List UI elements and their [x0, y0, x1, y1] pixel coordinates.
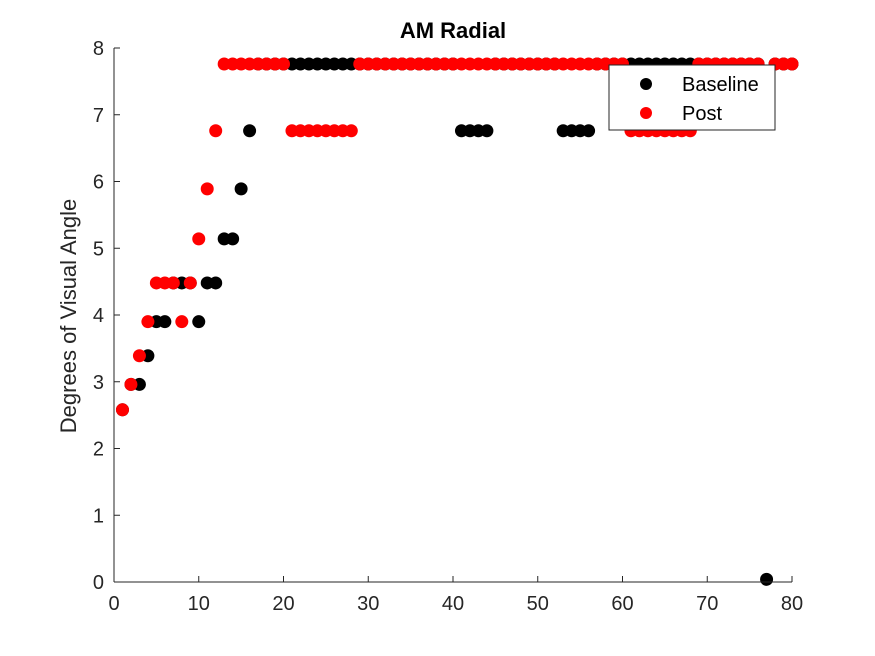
post-point — [344, 124, 358, 138]
legend: Baseline Post — [608, 64, 776, 131]
y-tick-label: 1 — [93, 505, 104, 527]
baseline-point — [226, 232, 240, 246]
baseline-point — [760, 572, 774, 586]
x-tick-label: 20 — [272, 593, 294, 615]
post-point — [175, 315, 189, 329]
baseline-point — [480, 124, 494, 138]
y-tick-label: 3 — [93, 372, 104, 394]
chart-title: AM Radial — [400, 18, 506, 43]
y-axis-title: Degrees of Visual Angle — [56, 199, 81, 433]
post-point — [277, 57, 290, 71]
post-point — [141, 315, 155, 329]
x-tick-label: 80 — [781, 593, 803, 615]
x-tick-label: 60 — [611, 593, 633, 615]
x-tick-label: 30 — [357, 593, 379, 615]
x-tick-label: 0 — [108, 593, 119, 615]
baseline-point — [209, 276, 223, 290]
post-point — [192, 232, 206, 246]
post-point — [209, 124, 223, 138]
post-point — [183, 276, 197, 290]
x-tick-label: 10 — [188, 593, 210, 615]
legend-box — [608, 64, 776, 131]
y-tick-label: 4 — [93, 305, 104, 327]
y-tick-label: 8 — [93, 38, 104, 60]
post-point — [166, 276, 180, 290]
baseline-point — [234, 182, 248, 196]
series-post — [115, 57, 799, 417]
post-point — [115, 403, 129, 417]
baseline-point — [158, 315, 172, 329]
baseline-point — [582, 124, 596, 138]
y-tick-label: 2 — [93, 439, 104, 461]
baseline-point — [192, 315, 206, 329]
post-point — [132, 349, 146, 363]
legend-marker-post — [640, 107, 652, 119]
y-tick-label: 5 — [93, 238, 104, 260]
x-tick-label: 70 — [696, 593, 718, 615]
axes: 0 10 20 30 40 50 60 70 80 0 1 2 3 4 5 6 7 8 — [93, 38, 803, 615]
baseline-point — [243, 124, 257, 138]
y-tick-label: 7 — [93, 105, 104, 127]
legend-label-baseline: Baseline — [682, 74, 759, 96]
y-tick-label: 0 — [93, 572, 104, 594]
post-point — [785, 57, 799, 71]
legend-label-post: Post — [682, 103, 722, 125]
post-point — [124, 377, 138, 391]
x-tick-label: 50 — [527, 593, 549, 615]
legend-marker-baseline — [640, 78, 652, 90]
post-point — [200, 182, 214, 196]
y-tick-label: 6 — [93, 172, 104, 194]
x-tick-label: 40 — [442, 593, 464, 615]
